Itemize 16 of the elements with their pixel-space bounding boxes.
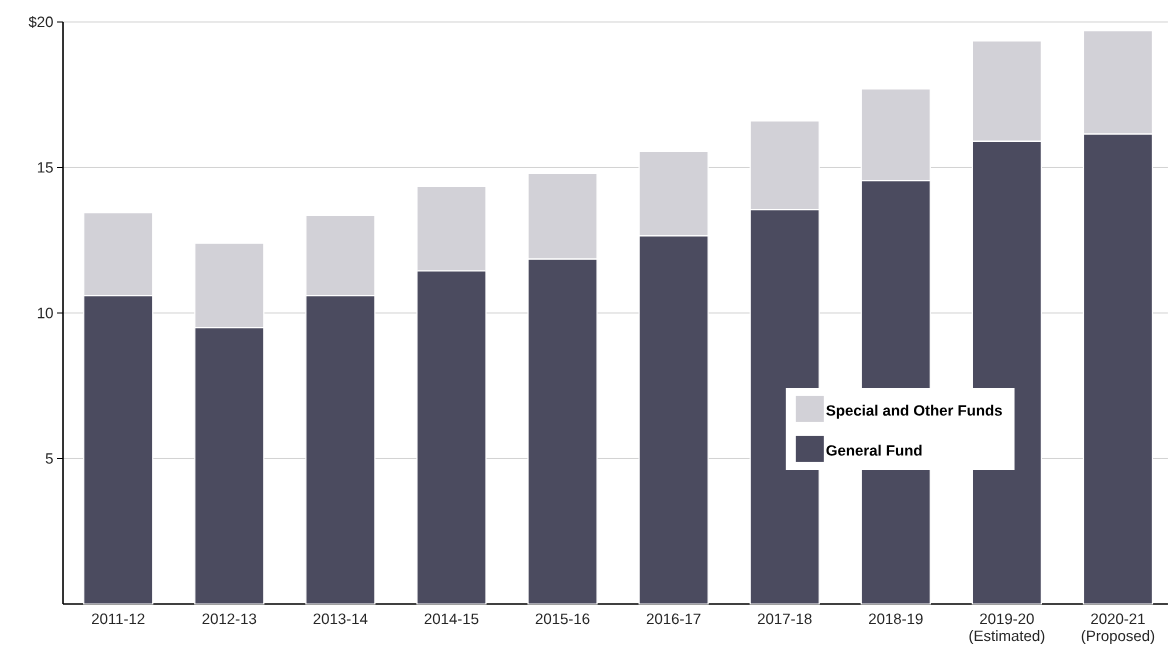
y-tick-label: $20 [28,15,53,29]
x-tick-label: 2018-19 [869,613,923,625]
y-tick-label: 5 [45,453,53,464]
x-tick-label: 2011-12 [92,613,145,625]
x-tick-label: 2015-16 [535,613,590,625]
y-tick-label: 10 [37,307,53,319]
x-tick-label: 2013-14 [313,613,368,625]
legend-label: Special and Other Funds [826,404,1002,419]
y-tick-label: 15 [37,162,53,173]
x-tick-label: 2016-17 [646,613,701,625]
x-tick-label: 2012-13 [202,613,257,625]
x-tick-label: 2020-21 (Proposed) [1081,613,1155,645]
x-tick-label: 2014-15 [424,613,479,625]
legend-label: General Fund [826,444,922,456]
x-tick-label: 2019-20 (Estimated) [969,613,1045,645]
x-tick-label: 2017-18 [757,613,812,625]
